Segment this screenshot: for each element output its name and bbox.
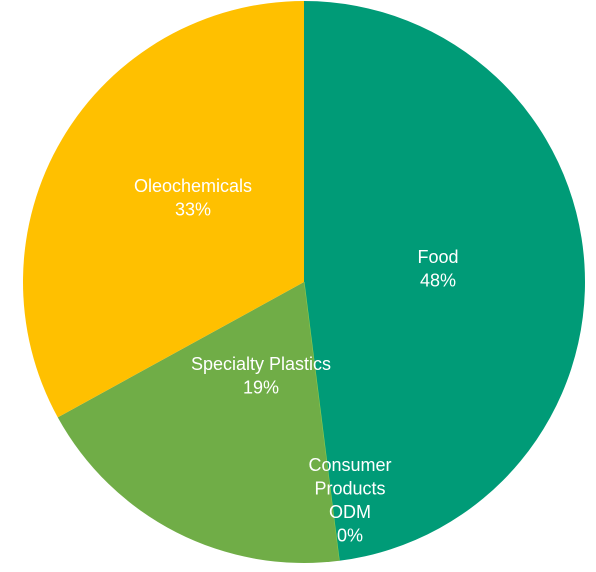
pie-labels: Food 48% Consumer Products ODM 0% Specialty Pl… bbox=[134, 176, 459, 546]
pie-label-food: Food 48% bbox=[417, 247, 458, 291]
pie-label-specialty-plastics: Specialty Plastics 19% bbox=[191, 354, 331, 398]
pie-slice-specialty-plastics bbox=[57, 282, 340, 563]
pie-slice-oleochemicals bbox=[23, 1, 304, 418]
pie-slice-consumer-products-odm bbox=[303, 281, 340, 561]
pie-slices bbox=[23, 1, 586, 563]
pie-label-consumer-products-odm: Consumer Products ODM 0% bbox=[308, 455, 391, 546]
pie-slice-food bbox=[304, 1, 586, 561]
pie-label-oleochemicals: Oleochemicals 33% bbox=[134, 176, 252, 220]
